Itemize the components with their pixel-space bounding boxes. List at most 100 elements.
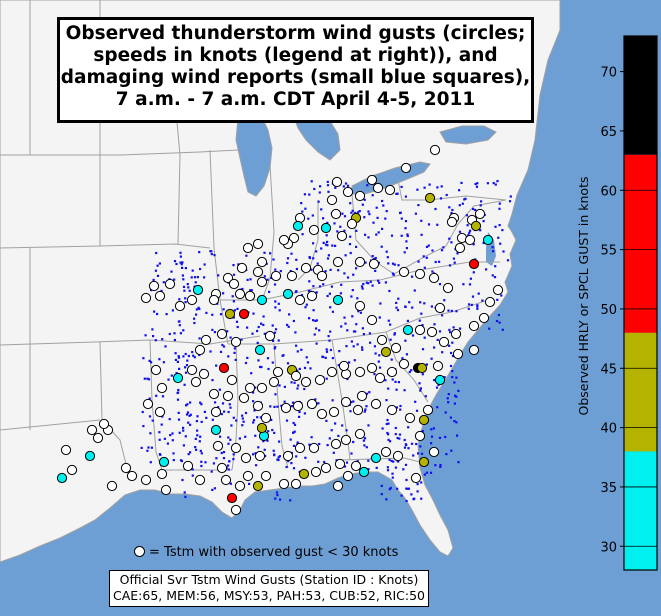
wind-report-marker [405,487,408,490]
wind-report-marker [447,401,450,404]
wind-report-marker [380,493,383,496]
wind-report-marker [290,405,293,408]
wind-report-marker [324,356,327,359]
gust-station-circle [354,428,366,440]
wind-report-marker [326,257,330,260]
wind-report-marker [276,494,279,497]
wind-report-marker [434,207,437,211]
wind-report-marker [310,436,313,439]
wind-report-marker [177,418,181,421]
wind-report-marker [391,262,395,265]
gust-station-circle [418,456,430,468]
wind-report-marker [455,421,458,424]
wind-report-marker [363,444,366,447]
wind-report-marker [200,420,203,423]
wind-report-marker [246,326,249,329]
wind-report-marker [451,354,455,358]
gust-station-circle [182,460,194,472]
wind-report-marker [254,452,257,455]
gust-station-circle [372,182,384,194]
wind-report-marker [162,361,165,364]
wind-report-marker [430,428,433,431]
gust-station-circle [208,294,220,306]
wind-report-marker [172,452,175,455]
wind-report-marker [154,339,157,342]
wind-report-marker [211,328,214,331]
wind-report-marker [396,309,400,312]
wind-report-marker [421,324,424,327]
wind-report-marker [436,338,439,341]
gust-station-circle [452,348,464,360]
wind-report-marker [317,402,320,405]
wind-report-marker [365,281,368,284]
wind-report-marker [367,459,370,462]
wind-report-marker [277,339,280,342]
gust-station-circle [366,362,378,374]
wind-report-marker [223,410,226,413]
gust-station-circle [410,472,422,484]
wind-report-marker [417,452,420,455]
wind-report-marker [315,319,318,322]
wind-report-marker [395,388,398,391]
wind-report-marker [310,268,313,271]
wind-report-marker [390,459,393,463]
wind-report-marker [169,434,172,437]
wind-report-marker [363,198,366,201]
title-line-4: 7 a.m. - 7 a.m. CDT April 4-5, 2011 [115,89,476,110]
wind-report-marker [447,393,450,396]
wind-report-marker [472,271,475,274]
wind-report-marker [405,353,408,356]
wind-report-marker [290,462,293,465]
wind-report-marker [275,491,279,494]
wind-report-marker [343,272,346,275]
wind-report-marker [315,327,318,330]
wind-report-marker [272,258,275,261]
gust-station-circle [368,258,380,270]
legend-tick-label: 70 [600,66,617,81]
gust-station-circle [238,308,250,320]
wind-report-marker [308,256,311,260]
wind-report-marker [431,249,434,252]
wind-report-marker [141,410,144,414]
wind-report-marker [402,468,405,471]
official-gusts-list: CAE:65, MEM:56, MSY:53, PAH:53, CUB:52, … [112,588,426,603]
wind-report-marker [226,330,229,333]
wind-report-marker [497,236,500,239]
wind-report-marker [375,206,378,209]
wind-report-marker [340,283,343,286]
wind-report-marker [259,365,262,369]
wind-report-marker [179,251,182,254]
wind-report-marker [479,204,482,207]
gust-station-circle [386,366,398,378]
wind-report-marker [301,233,304,236]
wind-report-marker [479,229,482,232]
gust-station-circle [350,460,362,472]
wind-report-marker [452,257,455,260]
gust-station-circle [482,234,494,246]
wind-report-marker [296,350,299,353]
gust-station-circle [370,398,382,410]
wind-report-marker [148,397,151,400]
wind-report-marker [349,202,352,205]
wind-report-marker [177,356,181,359]
wind-report-marker [200,403,203,406]
wind-report-marker [427,223,431,226]
wind-report-marker [424,395,427,398]
gust-station-circle [106,480,118,492]
wind-report-marker [147,446,150,449]
wind-report-marker [345,429,348,432]
gust-station-circle [230,504,242,516]
wind-report-marker [229,482,232,485]
wind-report-marker [314,319,317,322]
gust-station-circle [86,424,98,436]
wind-report-marker [187,421,190,424]
wind-report-marker [389,486,392,490]
wind-report-marker [318,329,321,332]
gust-station-circle [424,192,436,204]
gust-station-circle [126,470,138,482]
wind-report-marker [410,493,413,496]
gust-station-circle [216,462,228,474]
wind-report-marker [374,269,377,272]
wind-report-marker [367,282,370,285]
wind-report-marker [477,292,480,295]
